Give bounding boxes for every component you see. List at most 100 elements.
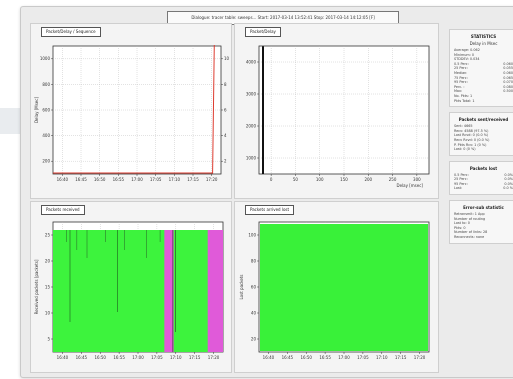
packets-received-title: Packets sent/received — [458, 117, 509, 123]
delay-seq-ytick-label: 1000 — [40, 56, 51, 61]
packets-lost-title: Packets lost — [469, 165, 498, 171]
statistics-line: STDDEV: 0.034 — [454, 57, 480, 62]
errors-line: Lost to: 0 — [454, 221, 470, 226]
delay-hist-xtick-label: 0 — [270, 177, 273, 182]
pkts-lost-ytick-label: 20 — [251, 336, 257, 341]
delay-hist-xlabel: Delay [msec] — [396, 183, 423, 188]
pkts-lost-xtick-label: 17:05 — [357, 355, 369, 360]
packets-lost-rows: 0.5 Perc: 0.0% 25 Perc: 0.0% 95 Perc: 0.0% Los… — [454, 173, 513, 191]
statistics-rows: 0.5 Perc: 0.060 25 Perc: 0.055 Median: 0.060 7… — [454, 62, 513, 94]
panel-packets-lost: Packets arrived lost 16:40 16:45 16:50 16:5… — [234, 201, 439, 373]
packets-received-section: Packets sent/received Sent: 4665 Recv: 45… — [449, 112, 513, 156]
pkts-recv-fill — [173, 230, 181, 352]
delay-seq-xtick-label: 17:05 — [150, 177, 162, 182]
tab-delay-histogram[interactable]: Packet/Delay — [245, 27, 281, 37]
panel-packets-received: Packets received 16:40 16:45 16:50 16:55 17:… — [30, 201, 232, 373]
pkts-recv-xtick-label: 17:10 — [170, 355, 182, 360]
pkts-recv-ytick-label: 5 — [47, 336, 50, 341]
delay-seq-ytick-label: 600 — [42, 107, 50, 112]
statistics-row: Max: 0.500 — [454, 89, 513, 94]
pkts-lost-xtick-label: 17:15 — [395, 355, 407, 360]
pkts-lost-xtick-label: 16:50 — [300, 355, 312, 360]
statistics-line: Average: 0.062 — [454, 48, 480, 52]
errors-line: Retransmit: 1 App — [454, 212, 485, 217]
packets-lost-section: Packets lost 0.5 Perc: 0.0% 25 Perc: 0.0% 95… — [449, 160, 513, 196]
packets-lost-row: Lost: 0.0 % — [454, 186, 513, 191]
pkts-lost-ylabel: Lost packets — [239, 274, 244, 299]
packets-received-line: Lost: 0 (0 %) — [454, 147, 476, 152]
delay-hist-bar — [262, 46, 264, 174]
results-window: Dialogue: tracer table: sweeps... Start:… — [20, 6, 513, 378]
packets-lost-row-label: Lost: — [454, 186, 463, 191]
packets-lost-row: 25 Perc: 0.0% — [454, 177, 513, 182]
pkts-lost-ytick-label: 40 — [251, 310, 257, 315]
pkts-lost-ytick-label: 100 — [248, 232, 256, 237]
delay-seq-ytick-right-label: 8 — [224, 82, 227, 87]
statistics-row: 95 Perc: 0.070 — [454, 80, 513, 85]
tab-packets-lost[interactable]: Packets arrived lost — [245, 205, 295, 215]
delay-seq-ytick-right-label: 6 — [224, 107, 227, 112]
pkts-recv-xtick-label: 16:50 — [94, 355, 106, 360]
pkts-lost-xtick-label: 16:45 — [282, 355, 294, 360]
delay-hist-xtick-label: 200 — [364, 177, 372, 182]
delay-hist-ytick-label: 4000 — [246, 59, 257, 64]
pkts-lost-xtick-label: 17:10 — [376, 355, 388, 360]
packets-received-line: Sent: 4665 — [454, 124, 473, 129]
delay-hist-ytick-label: 1000 — [246, 155, 257, 160]
packets-lost-row-value: 0.0 % — [503, 186, 513, 191]
pkts-lost-xtick-label: 16:55 — [319, 355, 331, 360]
statistics-row-value: 0.080 — [503, 84, 513, 89]
packets-lost-row: 95 Perc: 0.0% — [454, 182, 513, 187]
statistics-lines: Average: 0.062 Minimum: 0 STDDEV: 0.034 — [454, 48, 513, 62]
panel-delay-histogram: Packet/Delay 0 50 100 150 200 250 300 4000 3000 2… — [234, 23, 439, 199]
delay-seq-ytick-right-label: 4 — [224, 133, 227, 138]
packets-received-line: P. Pkts Rcv: 1 (0 %) — [454, 142, 487, 147]
packets-received-line: Recv Rcvd: 0 (0.0 %) — [454, 137, 490, 142]
delay-histogram-chart: 0 50 100 150 200 250 300 4000 3000 2000 1000 Delay … — [235, 38, 438, 198]
delay-hist-xtick-label: 150 — [340, 177, 348, 182]
pkts-recv-ytick-label: 10 — [45, 310, 51, 315]
statistics-row-value: 0.500 — [503, 89, 513, 94]
statistics-row-value: 0.060 — [503, 61, 513, 66]
packets-lost-row-label: 0.5 Perc: — [454, 172, 469, 177]
panel-delay-sequence: Packet/Delay / Sequence 16:40 16:45 16:50 1… — [30, 23, 239, 199]
errors-title: Error-sub statistic — [463, 205, 504, 211]
packets-lost-row-label: 95 Perc: — [454, 181, 468, 186]
statistics-title: STATISTICS — [470, 34, 497, 39]
statistics-row-label: Max: — [454, 89, 463, 94]
pkts-recv-xtick-label: 16:40 — [57, 355, 69, 360]
packets-lost-row-value: 0.0% — [504, 172, 513, 177]
tab-delay-sequence[interactable]: Packet/Delay / Sequence — [41, 27, 101, 37]
statistics-row-label: 25 Perc: — [454, 66, 468, 71]
pkts-recv-alt-segment — [207, 230, 223, 352]
delay-seq-xtick-label: 17:00 — [131, 177, 143, 182]
packets-lost-chart: 16:40 16:45 16:50 16:55 17:00 17:05 17:10 17:15… — [235, 216, 438, 372]
tab-packets-received[interactable]: Packets received — [41, 205, 85, 215]
errors-line: Pkts: 0 — [454, 225, 466, 230]
delay-hist-xtick-label: 50 — [293, 177, 299, 182]
delay-seq-ylabel: Delay [Msec] — [34, 97, 39, 123]
pkts-recv-ytick-label: 25 — [45, 232, 51, 237]
packets-received-svg: 16:40 16:45 16:50 16:55 17:00 17:05 17:10 17:15… — [34, 221, 224, 360]
pkts-recv-xtick-label: 17:00 — [132, 355, 144, 360]
pkts-recv-xtick-label: 16:45 — [76, 355, 88, 360]
delay-sequence-svg: 16:40 16:45 16:50 16:55 17:00 17:05 17:10 17:15… — [34, 44, 239, 182]
statistics-row: 0.5 Perc: 0.060 — [454, 62, 513, 67]
packets-received-line: Lost Rcvd: 0 (0.0 %) — [454, 133, 489, 138]
delay-seq-xtick-label: 16:50 — [94, 177, 106, 182]
delay-seq-xtick-label: 17:10 — [169, 177, 181, 182]
delay-hist-ytick-label: 3000 — [246, 91, 257, 96]
background-strip — [0, 108, 20, 134]
delay-seq-xtick-label: 17:15 — [187, 177, 199, 182]
statistics-row: 75 Perc: 0.065 — [454, 76, 513, 81]
delay-seq-ytick-label: 800 — [42, 82, 50, 87]
packets-lost-svg: 16:40 16:45 16:50 16:55 17:00 17:05 17:10 17:15… — [239, 221, 430, 360]
statistics-row-label: Median: — [454, 70, 468, 75]
statistics-row-label: 0.5 Perc: — [454, 61, 469, 66]
delay-seq-ytick-right-label: 2 — [224, 159, 227, 164]
delay-hist-xtick-label: 250 — [389, 177, 397, 182]
pkts-recv-xtick-label: 17:20 — [208, 355, 220, 360]
statistics-row-value: 0.065 — [503, 75, 513, 80]
statistics-row-value: 0.070 — [503, 80, 513, 85]
